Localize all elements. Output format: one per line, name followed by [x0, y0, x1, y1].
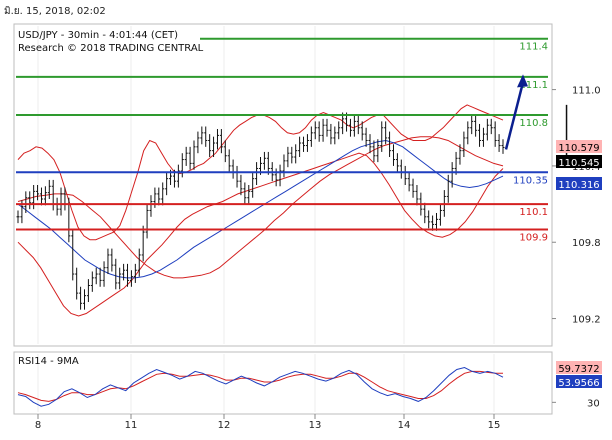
rsi-ma-line: [17, 370, 503, 402]
rsi-tags: 59.7372 53.9566: [556, 361, 602, 389]
rsi-axis: 30: [552, 398, 600, 409]
level-label: 109.9: [519, 233, 548, 244]
x-tick-label: 12: [218, 420, 231, 431]
chart-subtitle: Research © 2018 TRADING CENTRAL: [18, 43, 204, 54]
price-tick-label: 109.8: [572, 238, 601, 249]
price-grid: [37, 26, 495, 344]
x-tick-label: 11: [125, 420, 138, 431]
moving-average-line: [17, 139, 504, 279]
price-tag-box: [556, 177, 602, 190]
price-tick-label: 109.2: [572, 315, 601, 326]
x-tick-label: 13: [309, 420, 322, 431]
rsi-panel-frame: [13, 351, 553, 415]
level-label: 111.4: [519, 42, 548, 53]
price-tag-box: [556, 155, 602, 168]
price-tick-label: 111.0: [572, 86, 601, 97]
rsi-grid: [37, 354, 495, 412]
rsi-line: [17, 366, 504, 407]
price-panel-frame: [13, 23, 553, 347]
level-label: 110.1: [519, 207, 548, 218]
header-date: มิ.ย. 15, 2018, 02:02: [4, 6, 106, 17]
forecast-arrow: [504, 74, 528, 150]
level-label: 110.8: [519, 118, 548, 129]
x-tick-label: 15: [488, 420, 501, 431]
levels: 111.4 111.1 110.8 110.35 110.1 109.9: [16, 37, 548, 244]
price-tag-label: 110.545: [558, 158, 599, 169]
price-panel: 111.4 111.1 110.8 110.35 110.1 109.9 USD/JPY …: [13, 23, 568, 347]
arrow-shaft: [504, 82, 525, 150]
price-tag-label: 110.579: [558, 143, 599, 154]
level-label: 111.1: [519, 80, 548, 91]
arrow-head: [517, 74, 528, 88]
chart-title: USD/JPY - 30min - 4:01:44 (CET): [18, 30, 178, 41]
x-axis: 8 11 12 13 14 15: [35, 414, 501, 431]
x-tick-label: 8: [35, 420, 41, 431]
price-tag-label: 110.316: [558, 180, 599, 191]
rsi-lines: [17, 366, 504, 407]
price-tags: 110.579 110.545 110.316: [556, 140, 602, 191]
rsi-tag-box: [556, 375, 602, 388]
x-tick-label: 14: [398, 420, 411, 431]
rsi-tag-label: 53.9566: [558, 378, 599, 389]
rsi-tick-label: 30: [587, 398, 600, 409]
price-tag-box: [556, 140, 602, 153]
mid-band-line: [17, 136, 504, 279]
rsi-tag-label: 59.7372: [558, 364, 599, 375]
level-label: 110.35: [513, 175, 548, 186]
rsi-panel: RSI14 - 9MA: [13, 351, 553, 415]
rsi-label: RSI14 - 9MA: [18, 356, 79, 367]
rsi-tag-box: [556, 361, 602, 374]
